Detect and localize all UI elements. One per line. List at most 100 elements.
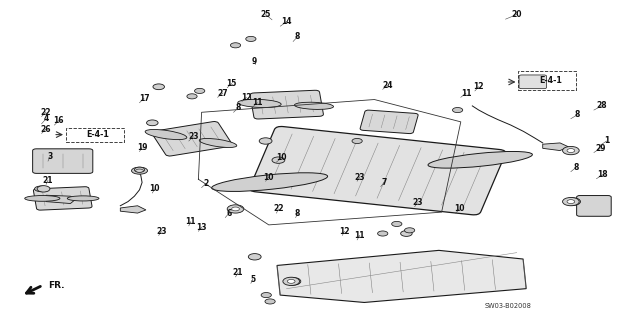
Text: 4: 4 bbox=[44, 114, 49, 123]
Ellipse shape bbox=[25, 196, 60, 201]
Text: SW03-B02008: SW03-B02008 bbox=[485, 303, 532, 308]
Text: 11: 11 bbox=[461, 89, 471, 98]
Circle shape bbox=[134, 167, 145, 172]
Circle shape bbox=[452, 108, 463, 113]
Circle shape bbox=[153, 84, 164, 90]
Text: 6: 6 bbox=[227, 209, 232, 218]
Circle shape bbox=[401, 231, 412, 236]
Polygon shape bbox=[543, 143, 568, 151]
Text: 21: 21 bbox=[43, 176, 53, 185]
Text: 10: 10 bbox=[276, 153, 287, 162]
Text: 10: 10 bbox=[264, 173, 274, 182]
Ellipse shape bbox=[145, 130, 187, 140]
Ellipse shape bbox=[132, 167, 148, 174]
FancyBboxPatch shape bbox=[152, 122, 232, 156]
Text: 9: 9 bbox=[252, 57, 257, 66]
Text: 5: 5 bbox=[250, 275, 255, 284]
FancyBboxPatch shape bbox=[519, 75, 547, 89]
Circle shape bbox=[564, 147, 577, 154]
Text: 19: 19 bbox=[137, 143, 147, 152]
Circle shape bbox=[352, 138, 362, 144]
Text: 24: 24 bbox=[382, 81, 392, 90]
Text: 8: 8 bbox=[295, 32, 300, 41]
Ellipse shape bbox=[428, 152, 532, 168]
FancyBboxPatch shape bbox=[33, 149, 93, 174]
Text: 12: 12 bbox=[241, 93, 252, 102]
Circle shape bbox=[246, 36, 256, 41]
Polygon shape bbox=[46, 195, 76, 204]
Text: 8: 8 bbox=[295, 209, 300, 218]
Circle shape bbox=[187, 94, 197, 99]
Circle shape bbox=[195, 88, 205, 93]
Text: 23: 23 bbox=[156, 227, 166, 236]
Text: 17: 17 bbox=[139, 94, 149, 103]
FancyBboxPatch shape bbox=[250, 90, 323, 119]
Text: FR.: FR. bbox=[48, 281, 65, 290]
FancyBboxPatch shape bbox=[360, 110, 418, 134]
Circle shape bbox=[227, 205, 244, 213]
Ellipse shape bbox=[212, 173, 328, 191]
Text: 21: 21 bbox=[233, 268, 243, 277]
Circle shape bbox=[232, 207, 239, 211]
Text: E-4-1: E-4-1 bbox=[86, 130, 109, 139]
Circle shape bbox=[378, 231, 388, 236]
Text: 2: 2 bbox=[204, 179, 209, 188]
Ellipse shape bbox=[199, 138, 237, 147]
Text: E-4-1: E-4-1 bbox=[539, 76, 562, 85]
Text: 12: 12 bbox=[339, 227, 349, 236]
Text: 8: 8 bbox=[573, 163, 579, 172]
Text: 22: 22 bbox=[41, 108, 51, 117]
Text: 10: 10 bbox=[454, 204, 465, 213]
Text: 10: 10 bbox=[150, 184, 160, 193]
Text: 23: 23 bbox=[355, 173, 365, 182]
Circle shape bbox=[283, 277, 300, 286]
Text: 11: 11 bbox=[355, 231, 365, 240]
Text: 12: 12 bbox=[474, 82, 484, 91]
Text: 8: 8 bbox=[575, 110, 580, 119]
Text: 1: 1 bbox=[604, 137, 609, 145]
Ellipse shape bbox=[294, 102, 333, 109]
Ellipse shape bbox=[136, 169, 143, 172]
Circle shape bbox=[565, 198, 580, 205]
FancyBboxPatch shape bbox=[33, 187, 92, 210]
Circle shape bbox=[259, 138, 272, 144]
Circle shape bbox=[392, 221, 402, 226]
Circle shape bbox=[37, 186, 50, 192]
Text: 14: 14 bbox=[282, 17, 292, 26]
FancyBboxPatch shape bbox=[250, 126, 506, 215]
Text: 18: 18 bbox=[598, 170, 608, 179]
Text: 23: 23 bbox=[412, 198, 422, 207]
Circle shape bbox=[272, 157, 285, 163]
Circle shape bbox=[285, 278, 301, 285]
Circle shape bbox=[404, 228, 415, 233]
Text: 13: 13 bbox=[196, 223, 207, 232]
Text: 11: 11 bbox=[186, 217, 196, 226]
Text: 16: 16 bbox=[54, 116, 64, 125]
Circle shape bbox=[261, 293, 271, 298]
Circle shape bbox=[147, 120, 158, 126]
Text: 11: 11 bbox=[252, 98, 262, 107]
Ellipse shape bbox=[35, 186, 49, 192]
Text: 25: 25 bbox=[260, 10, 271, 19]
Text: 23: 23 bbox=[188, 132, 198, 141]
Circle shape bbox=[248, 254, 261, 260]
Circle shape bbox=[563, 146, 579, 155]
Text: 28: 28 bbox=[596, 101, 607, 110]
Text: 3: 3 bbox=[47, 152, 52, 161]
Circle shape bbox=[567, 149, 575, 152]
Polygon shape bbox=[277, 250, 526, 302]
Text: 15: 15 bbox=[227, 79, 237, 88]
Text: 26: 26 bbox=[41, 125, 51, 134]
Ellipse shape bbox=[67, 196, 99, 201]
Text: 20: 20 bbox=[512, 10, 522, 19]
Circle shape bbox=[567, 200, 575, 204]
Text: 27: 27 bbox=[218, 89, 228, 98]
FancyBboxPatch shape bbox=[577, 196, 611, 216]
Circle shape bbox=[563, 197, 579, 206]
Text: 7: 7 bbox=[381, 178, 387, 187]
Text: 8: 8 bbox=[236, 103, 241, 112]
Circle shape bbox=[287, 279, 295, 283]
Polygon shape bbox=[120, 206, 146, 213]
Circle shape bbox=[230, 43, 241, 48]
Text: 29: 29 bbox=[595, 144, 605, 153]
